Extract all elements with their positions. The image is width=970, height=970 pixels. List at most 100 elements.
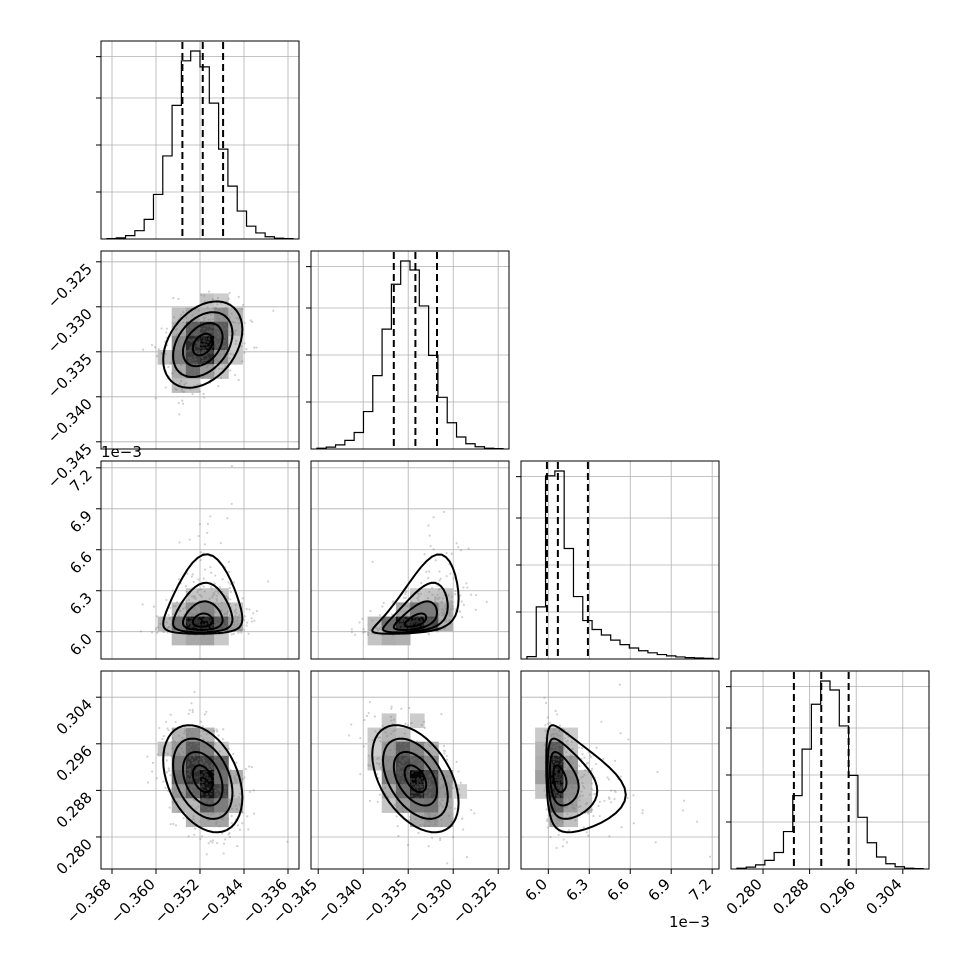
sample-point [222,755,225,758]
sample-point [214,590,217,593]
sample-point [378,627,381,631]
sample-point [422,604,425,607]
sample-point [610,801,613,804]
sample-point [418,783,422,787]
sample-point [178,753,181,756]
sample-point [208,606,212,609]
sample-point [206,774,209,777]
sample-point [426,819,429,822]
sample-point [432,516,435,519]
sample-point [422,766,425,770]
sample-point [562,794,565,797]
sample-point [426,812,430,815]
sample-point [241,308,244,311]
sample-point [217,332,220,335]
sample-point [192,595,195,598]
sample-point [203,339,207,343]
sample-point [154,627,158,630]
sample-point [556,795,559,798]
sample-point [183,333,186,336]
sample-point [155,615,158,618]
sample-point [214,624,217,627]
sample-point [434,819,437,822]
sample-point [552,756,555,759]
sample-point [197,741,200,744]
sample-point [202,780,205,783]
sample-point [190,789,193,793]
sample-point [428,781,432,784]
sample-point [442,783,446,786]
sample-point [169,774,172,777]
sample-point [428,534,431,537]
sample-point [555,776,559,779]
sample-point [417,746,420,749]
sample-point [218,788,221,791]
sample-point [152,605,156,608]
sample-point [421,788,424,791]
sample-point [227,297,230,300]
sample-point [188,366,192,370]
x-tick-label: −0.360 [107,875,159,927]
sample-point [429,774,432,777]
sample-point [394,803,397,806]
sample-point [196,776,199,779]
sample-point [189,347,192,350]
y-tick-label: −0.325 [44,260,96,312]
histogram-bars [526,470,714,659]
sample-point [225,787,228,790]
density-cell [200,307,215,323]
sample-point [416,620,419,623]
sample-point [439,601,443,604]
sample-point [204,349,207,352]
sample-point [201,623,204,626]
sample-point [227,628,230,631]
sample-point [225,348,228,351]
sample-point [389,755,392,759]
sample-point [566,775,569,778]
sample-point [585,762,588,765]
sample-point [225,781,228,784]
sample-point [569,797,572,801]
sample-point [413,757,416,761]
sample-point [233,621,236,624]
y-tick-label: 0.288 [53,788,96,831]
sample-point [429,619,432,622]
sample-point [459,610,462,613]
sample-point [226,517,229,520]
sample-point [414,769,417,772]
sample-point [222,798,225,801]
sample-point [234,329,238,332]
sample-point [209,362,213,365]
sample-point [568,756,572,759]
sample-point [416,777,420,780]
sample-point [202,614,205,617]
sample-point [216,623,220,626]
sample-point [230,822,234,825]
sample-point [199,347,202,350]
sample-point [552,742,555,745]
sample-point [420,783,423,786]
sample-point [195,318,198,321]
sample-point [433,596,437,599]
sample-point [234,604,238,607]
histogram-panel-1 [306,250,510,450]
sample-point [571,788,574,791]
sample-point [428,774,432,777]
sample-point [387,627,390,630]
sample-point [197,318,200,321]
sample-point [383,786,387,790]
sample-point [203,319,206,322]
sample-point [574,782,577,785]
sample-point [178,762,181,765]
contour-line [552,764,568,794]
sample-point [557,781,561,785]
sample-point [185,617,188,620]
sample-point [154,628,158,631]
sample-point [189,368,192,371]
sample-point [193,792,196,795]
sample-point [554,776,558,779]
sample-point [410,620,413,623]
sample-point [211,596,214,599]
sample-point [176,759,179,762]
sample-point [156,631,159,634]
